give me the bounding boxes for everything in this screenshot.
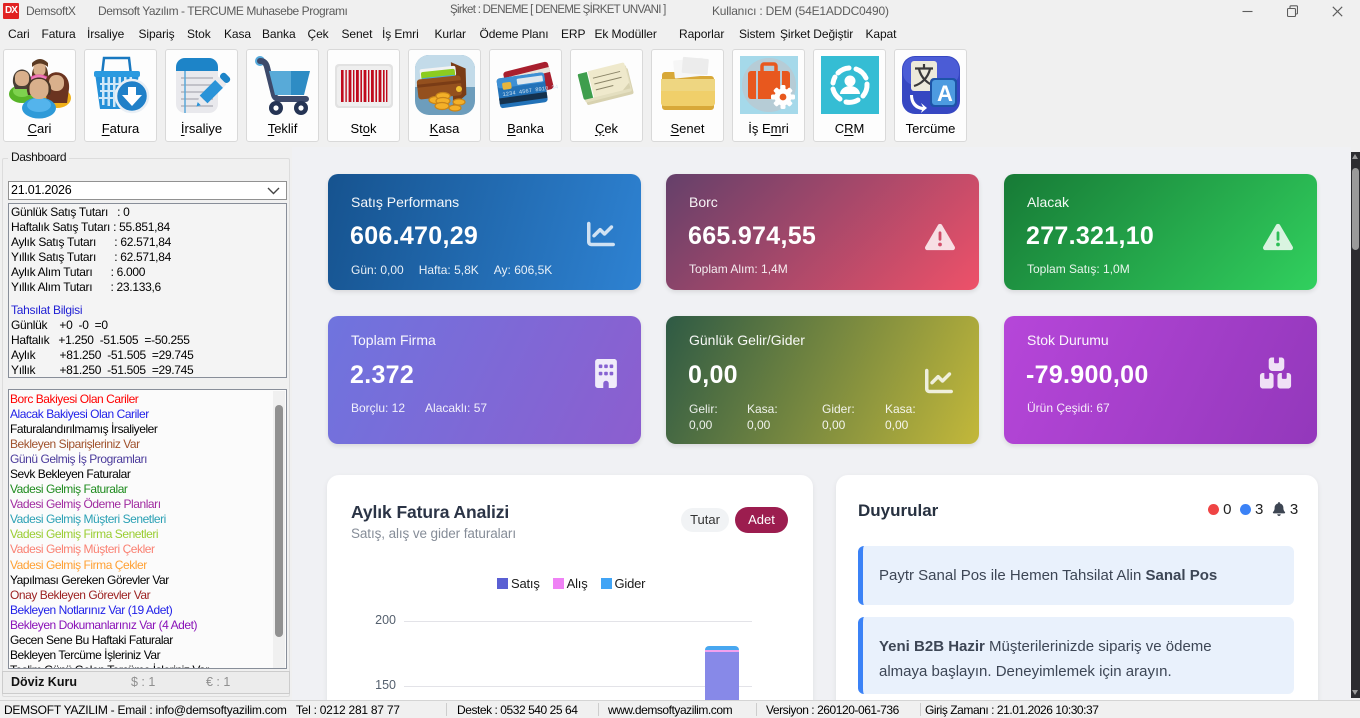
svg-text:A: A <box>937 81 953 106</box>
